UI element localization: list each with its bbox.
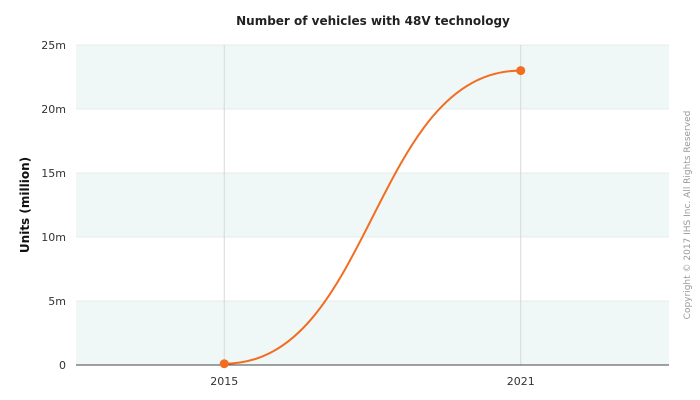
plot-band (76, 173, 669, 237)
y-tick-label: 10m (41, 231, 66, 244)
series-group (219, 66, 526, 369)
x-axis-tick-labels: 2015 2021 (210, 375, 535, 388)
y-tick-label: 20m (41, 103, 66, 116)
x-tick-label: 2021 (507, 375, 535, 388)
y-axis-label: Units (million) (18, 157, 32, 253)
vertical-gridlines (223, 45, 522, 365)
data-point (516, 66, 526, 76)
x-tick-label: 2015 (210, 375, 238, 388)
chart-title: Number of vehicles with 48V technology (236, 14, 510, 28)
horizontal-gridlines (76, 44, 669, 302)
y-axis-tick-labels: 0 5m 10m 15m 20m 25m (41, 39, 66, 372)
series-line (224, 69, 521, 365)
y-tick-label: 15m (41, 167, 66, 180)
data-point (219, 359, 229, 369)
plot-background-bands (76, 45, 669, 365)
plot-band (76, 301, 669, 365)
copyright-notice: Copyright © 2017 IHS Inc. All Rights Res… (683, 111, 693, 320)
y-tick-label: 25m (41, 39, 66, 52)
plot-band (76, 45, 669, 109)
y-tick-label: 5m (48, 295, 66, 308)
y-tick-label: 0 (59, 359, 66, 372)
